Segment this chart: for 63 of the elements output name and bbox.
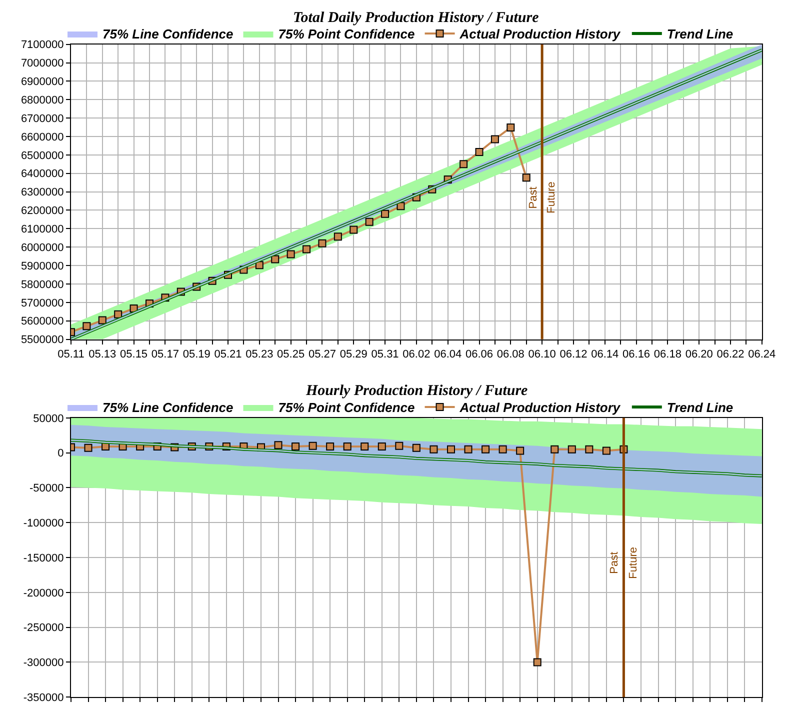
y-tick-label: 0 [58, 448, 64, 460]
y-tick-label: 7000000 [20, 58, 64, 70]
annotation: Future [546, 182, 558, 214]
y-tick-label: -350000 [23, 692, 64, 704]
y-tick-label: -200000 [23, 587, 64, 600]
y-tick-label: 6800000 [20, 94, 64, 106]
x-tick-label: 06.08 [496, 348, 524, 360]
y-tick-label: 6100000 [20, 224, 64, 236]
x-tick-label: 05.11 [58, 348, 84, 360]
y-tick-label: 6200000 [20, 205, 64, 218]
x-tick-label: 06.16 [622, 348, 650, 360]
y-tick-label: -50000 [30, 482, 64, 495]
y-tick-label: 6900000 [20, 76, 64, 88]
x-tick-label: 06.22 [716, 348, 744, 360]
legend-label: 75% Line Confidence [102, 26, 234, 42]
x-tick-label: 05.27 [308, 348, 336, 360]
x-tick-label: 05.19 [182, 348, 210, 360]
chart-title: Total Daily Production History / Future [293, 10, 540, 26]
y-tick-label: 5900000 [20, 260, 64, 272]
x-tick-label: 06.18 [654, 348, 682, 360]
x-tick-label: 06.04 [434, 348, 462, 360]
x-tick-label: 05.25 [277, 348, 305, 360]
y-tick-label: 6500000 [20, 150, 64, 162]
x-tick-label: 06.12 [560, 348, 588, 360]
x-tick-label: 05.23 [246, 348, 274, 360]
x-tick-label: 06.24 [748, 348, 776, 360]
x-tick-label: 06.10 [528, 348, 556, 360]
x-tick-label: 06.20 [685, 348, 713, 360]
legend-label: 75% Point Confidence [278, 400, 415, 416]
chart-title: Hourly Production History / Future [305, 383, 528, 399]
x-tick-label: 05.31 [371, 348, 399, 360]
x-tick-label: 06.06 [465, 348, 494, 360]
y-tick-label: -100000 [23, 517, 64, 530]
ref-line-label: Past [527, 186, 540, 209]
x-tick-label: 05.29 [340, 348, 368, 360]
y-tick-label: -300000 [23, 657, 64, 670]
x-tick-label: 05.15 [120, 348, 148, 360]
legend-label: 75% Point Confidence [278, 26, 415, 42]
legend-label: Actual Production History [458, 26, 621, 42]
y-tick-label: 6400000 [20, 168, 64, 180]
y-tick-label: 5800000 [20, 278, 64, 291]
legend-label: 75% Line Confidence [102, 400, 234, 416]
x-tick-label: 06.02 [402, 348, 430, 360]
legend-label: Actual Production History [458, 400, 621, 416]
y-tick-label: -150000 [23, 552, 64, 564]
y-tick-label: 6000000 [20, 242, 64, 254]
y-tick-label: 6600000 [20, 131, 64, 144]
x-tick-label: 05.17 [151, 348, 179, 360]
y-tick-label: 6300000 [20, 186, 64, 199]
y-tick-label: -250000 [23, 622, 64, 634]
x-tick-label: 05.13 [88, 348, 116, 360]
legend-label: Trend Line [666, 400, 734, 416]
x-tick-label: 06.14 [591, 348, 619, 360]
legend-label: Trend Line [666, 26, 734, 42]
y-tick-label: 6700000 [20, 112, 64, 125]
y-tick-label: 5600000 [20, 316, 64, 328]
y-tick-label: 5500000 [20, 334, 64, 346]
y-tick-label: 5700000 [20, 297, 64, 310]
annotation: Past [608, 552, 621, 574]
y-tick-label: 7100000 [20, 39, 64, 52]
annotation: Future [628, 547, 640, 579]
x-tick-label: 05.21 [214, 348, 242, 360]
y-tick-label: 50000 [33, 412, 64, 425]
